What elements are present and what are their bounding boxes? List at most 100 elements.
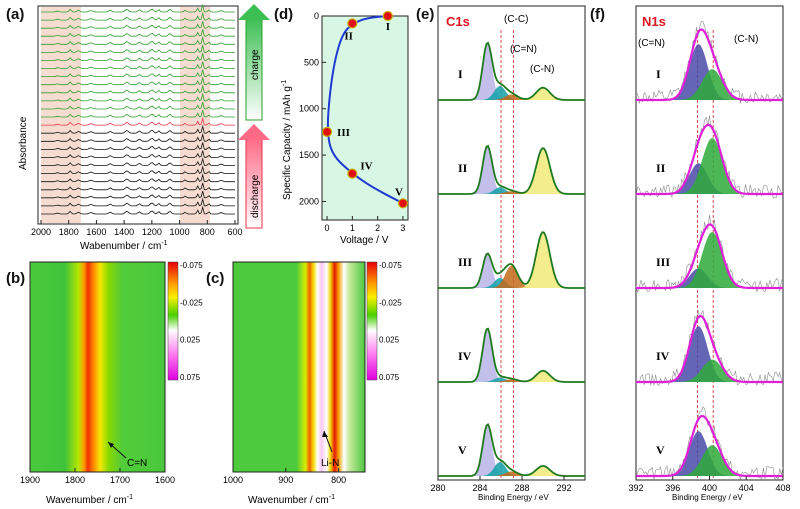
x-axis-label-c: Wavenumber / cm-1 — [248, 494, 335, 506]
xps5-ticklabel-0: 392 — [628, 483, 643, 493]
x-ticks-f: 392 396 400 404 408 — [628, 476, 791, 493]
panel-d-frame — [321, 15, 409, 221]
envelope-row-V — [636, 414, 783, 478]
spectrum-9 — [41, 69, 235, 78]
b-ticklabel-2: 1700 — [110, 475, 130, 485]
c-cbar-label-1: -0.025 — [379, 298, 402, 307]
a-ticklabel-2: 1600 — [86, 227, 106, 237]
spectrum-15 — [41, 116, 235, 126]
spectrum-12 — [41, 92, 235, 102]
label-n1s-cn-double: (C=N) — [638, 38, 665, 49]
b-cbar-label-3: 0.075 — [180, 373, 201, 382]
component-C-N-row-I — [636, 69, 783, 100]
xps4-ticklabel-2: 288 — [514, 483, 529, 493]
spectrum-2 — [41, 11, 235, 21]
d-xticklabel-3: 3 — [400, 223, 405, 233]
spectrum-8 — [41, 61, 235, 70]
b-cbar-label-0: -0.075 — [180, 261, 203, 270]
spectrum-11 — [41, 84, 235, 94]
component-C-N-row-I — [438, 94, 585, 100]
d-xticklabel-1: 1 — [350, 223, 355, 233]
annotation-arrowhead-c — [322, 431, 328, 437]
heatmap-b — [30, 262, 165, 472]
c-ticklabel-2: 800 — [331, 475, 346, 485]
xps4-ticklabel-0: 280 — [430, 483, 445, 493]
spectrum-19 — [41, 150, 235, 158]
label-n1s-cn-single: (C-N) — [734, 34, 758, 45]
spectrum-6 — [41, 44, 235, 53]
x-ticks-c: 1000 900 800 — [223, 468, 346, 485]
raw-data-row-V — [635, 406, 784, 482]
xps4-ticklabel-1: 284 — [472, 483, 487, 493]
row-label-IV: IV — [656, 349, 670, 363]
state-label-II: II — [344, 30, 353, 42]
a-ticklabel-7: 600 — [227, 227, 242, 237]
a-ticklabel-0: 2000 — [31, 227, 51, 237]
state-point-III — [321, 126, 333, 138]
row-label-III: III — [656, 255, 670, 269]
envelope-row-IV — [636, 314, 783, 384]
envelope-row-IV — [438, 327, 585, 383]
a-ticklabel-5: 1000 — [170, 227, 190, 237]
spectrum-13 — [41, 101, 235, 110]
axes-ticks-d: 0 1 2 3 0 500 1000 1500 2000 — [299, 11, 405, 233]
panel-label-b: (b) — [6, 270, 26, 287]
band-900 — [180, 7, 210, 223]
state-label-IV: IV — [360, 161, 372, 173]
row-label-I: I — [458, 67, 463, 81]
spectrum-18 — [41, 142, 235, 150]
d-yticklabel-4: 2000 — [299, 196, 319, 206]
row-label-IV: IV — [458, 349, 472, 363]
x-ticks-b: 1900 1800 1700 1600 — [20, 468, 175, 485]
annotation-cn-b: C=N — [127, 458, 147, 469]
envelope-row-III — [438, 231, 585, 289]
raw-data-row-II — [635, 115, 784, 199]
annotation-arrowhead-b — [108, 442, 114, 448]
spectrum-14 — [41, 110, 235, 118]
colorbar-b — [167, 261, 179, 381]
b-ticklabel-1: 1800 — [65, 475, 85, 485]
label-c1s-cn-single: (C-N) — [530, 64, 554, 75]
panel-a: 2000 1800 1600 1400 1200 1000 800 600 Absorbanc… — [18, 3, 270, 252]
xps5-ticklabel-3: 404 — [739, 483, 754, 493]
charge-arrow-head — [238, 4, 270, 20]
b-ticklabel-0: 1900 — [20, 475, 40, 485]
state-point-IV — [347, 168, 358, 179]
colorbar-ticks-b: -0.075 -0.025 0.025 0.075 — [180, 261, 203, 382]
c-cbar-label-3: 0.075 — [379, 373, 400, 382]
d-yticklabel-2: 1000 — [299, 104, 319, 114]
d-yticklabel-0: 0 — [314, 11, 319, 21]
spectrum-23 — [41, 182, 235, 191]
y-axis-label-d: Specific Capacity / mAh g-1 — [281, 80, 293, 200]
component-C-N-row-V — [438, 471, 585, 476]
heatmap-c-frame — [232, 261, 366, 473]
spectrum-22 — [41, 173, 235, 183]
envelope-row-II — [636, 123, 783, 196]
envelope-row-I — [636, 28, 783, 102]
row-label-V: V — [656, 443, 665, 457]
spectra-group — [41, 3, 235, 215]
c-cbar-label-2: 0.025 — [379, 336, 400, 345]
heatmap-c — [233, 262, 365, 472]
b-cbar-label-2: 0.025 — [180, 336, 201, 345]
x-axis-label-a: Wabenumber / cm-1 — [80, 240, 168, 252]
component-C-N-row-IV — [636, 359, 783, 382]
state-point-V — [397, 198, 409, 209]
panel-b: 1900 1800 1700 1600 Wavenumber / cm-1 C=N -… — [20, 261, 203, 506]
spectrum-4 — [41, 29, 235, 37]
xps5-ticklabel-1: 396 — [665, 483, 680, 493]
panel-label-e: (e) — [416, 6, 435, 23]
y-axis-label-a: Absorbance — [18, 116, 29, 170]
state-label-I: I — [386, 21, 390, 33]
spectrum-17 — [41, 132, 235, 142]
discharge-arrow-head — [238, 124, 270, 140]
state-point-II — [347, 18, 358, 29]
component-C-N-row-IV — [438, 379, 585, 382]
charge-label: charge — [250, 49, 261, 80]
colorbar-c — [366, 261, 378, 381]
spectrum-3 — [41, 21, 235, 29]
